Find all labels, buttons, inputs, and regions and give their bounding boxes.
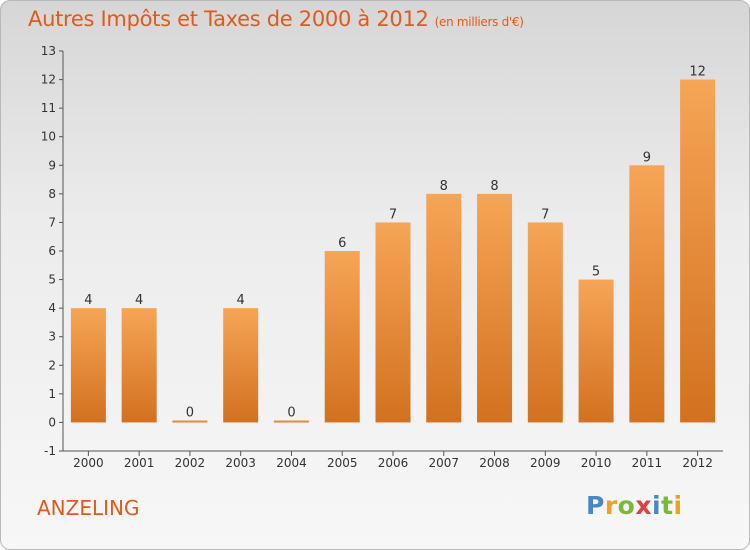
bar-2005	[324, 251, 360, 423]
y-tick-label: 8	[48, 187, 56, 201]
data-label-2003: 4	[237, 293, 245, 308]
y-tick-label: -1	[44, 444, 56, 458]
data-label-2001: 4	[135, 293, 143, 308]
bar-2000	[70, 308, 106, 423]
data-label-2011: 9	[643, 150, 651, 165]
bar-2012	[680, 79, 716, 423]
bar-2008	[477, 193, 513, 423]
x-tick-label: 2008	[479, 456, 510, 470]
data-label-2000: 4	[84, 293, 92, 308]
y-tick-label: 0	[48, 415, 56, 429]
data-label-2002: 0	[186, 405, 194, 420]
y-tick-label: 6	[48, 244, 56, 258]
x-tick-label: 2012	[682, 456, 713, 470]
y-tick-label: 3	[48, 330, 56, 344]
bar-2010	[578, 279, 614, 423]
x-tick-label: 2007	[428, 456, 459, 470]
data-label-2010: 5	[592, 265, 600, 280]
data-label-2012: 12	[689, 65, 706, 80]
bar-2011	[629, 165, 665, 423]
y-tick-label: 9	[48, 158, 56, 172]
y-tick-label: 4	[48, 301, 56, 315]
y-tick-label: 1	[48, 387, 56, 401]
logo-letter: i	[673, 491, 683, 520]
bar-2006	[375, 222, 411, 423]
y-tick-label: 2	[48, 358, 56, 372]
bar-2001	[121, 308, 157, 423]
bar-2003	[223, 308, 259, 423]
x-tick-label: 2002	[175, 456, 206, 470]
chart-title: Autres Impôts et Taxes de 2000 à 2012 (en…	[28, 7, 524, 31]
logo-letter: i	[652, 491, 662, 520]
x-tick-label: 2005	[327, 456, 358, 470]
data-label-2004: 0	[287, 405, 295, 420]
x-tick-label: 2006	[378, 456, 409, 470]
chart-subtitle: (en milliers d'€)	[434, 15, 524, 29]
bar-2009	[527, 222, 563, 423]
y-tick-label: 5	[48, 273, 56, 287]
data-label-2006: 7	[389, 207, 397, 222]
x-tick-label: 2004	[276, 456, 307, 470]
y-tick-label: 11	[41, 101, 56, 115]
x-tick-label: 2001	[124, 456, 155, 470]
x-tick-label: 2000	[73, 456, 104, 470]
logo-letter: o	[617, 491, 636, 520]
y-tick-label: 12	[41, 73, 56, 87]
bar-2002	[172, 420, 208, 423]
bar-2004	[273, 420, 309, 423]
x-tick-label: 2010	[581, 456, 612, 470]
x-tick-label: 2003	[225, 456, 256, 470]
logo-letter: x	[635, 491, 652, 520]
logo-letter: P	[586, 491, 605, 520]
y-tick-label: 13	[41, 44, 56, 58]
logo-letter: t	[661, 491, 674, 520]
data-label-2005: 6	[338, 236, 346, 251]
logo-letter: r	[604, 491, 618, 520]
data-label-2007: 8	[440, 179, 448, 194]
y-tick-label: 7	[48, 215, 56, 229]
chart-title-text: Autres Impôts et Taxes de 2000 à 2012	[28, 7, 429, 31]
y-tick-label: 10	[41, 130, 56, 144]
bar-2007	[426, 193, 462, 423]
data-label-2009: 7	[541, 207, 549, 222]
x-tick-label: 2009	[530, 456, 561, 470]
commune-name: ANZELING	[37, 496, 140, 520]
proxiti-logo: Proxiti	[586, 491, 683, 520]
x-tick-label: 2011	[632, 456, 663, 470]
data-label-2008: 8	[490, 179, 498, 194]
